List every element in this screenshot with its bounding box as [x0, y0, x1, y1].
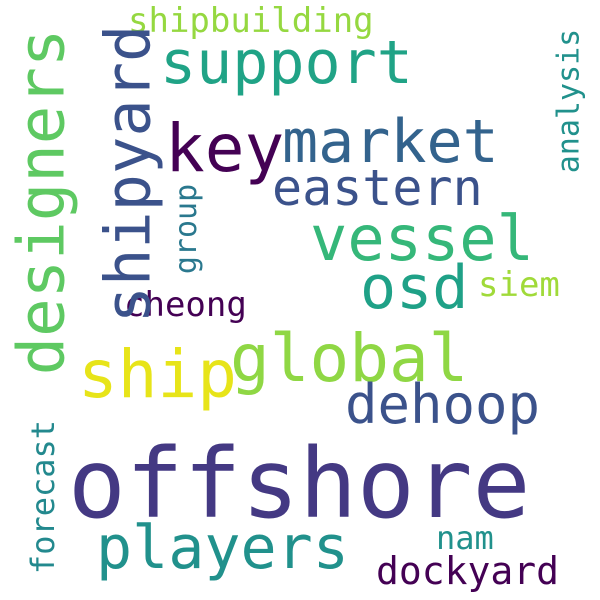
- word-forecast: forecast: [24, 419, 63, 575]
- word-eastern: eastern: [272, 159, 483, 217]
- word-osd: osd: [360, 253, 469, 323]
- word-shipbuilding: shipbuilding: [128, 1, 374, 41]
- word-offshore: offshore: [68, 428, 531, 540]
- word-support: support: [160, 28, 413, 98]
- word-group: group: [169, 183, 205, 275]
- word-ship: ship: [78, 336, 237, 413]
- word-dockyard: dockyard: [376, 549, 560, 593]
- word-key: key: [165, 110, 285, 187]
- word-players: players: [96, 513, 349, 583]
- word-vessel: vessel: [310, 202, 534, 275]
- word-siem: siem: [478, 265, 560, 305]
- word-cheong: cheong: [124, 285, 247, 325]
- word-dehoop: dehoop: [345, 373, 541, 436]
- word-designers: designers: [5, 28, 80, 376]
- word-analysis: analysis: [551, 28, 587, 174]
- word-global: global: [230, 320, 469, 397]
- word-shipyard: shipyard: [91, 24, 165, 324]
- word-nam: nam: [436, 519, 494, 557]
- word-market: market: [282, 107, 499, 177]
